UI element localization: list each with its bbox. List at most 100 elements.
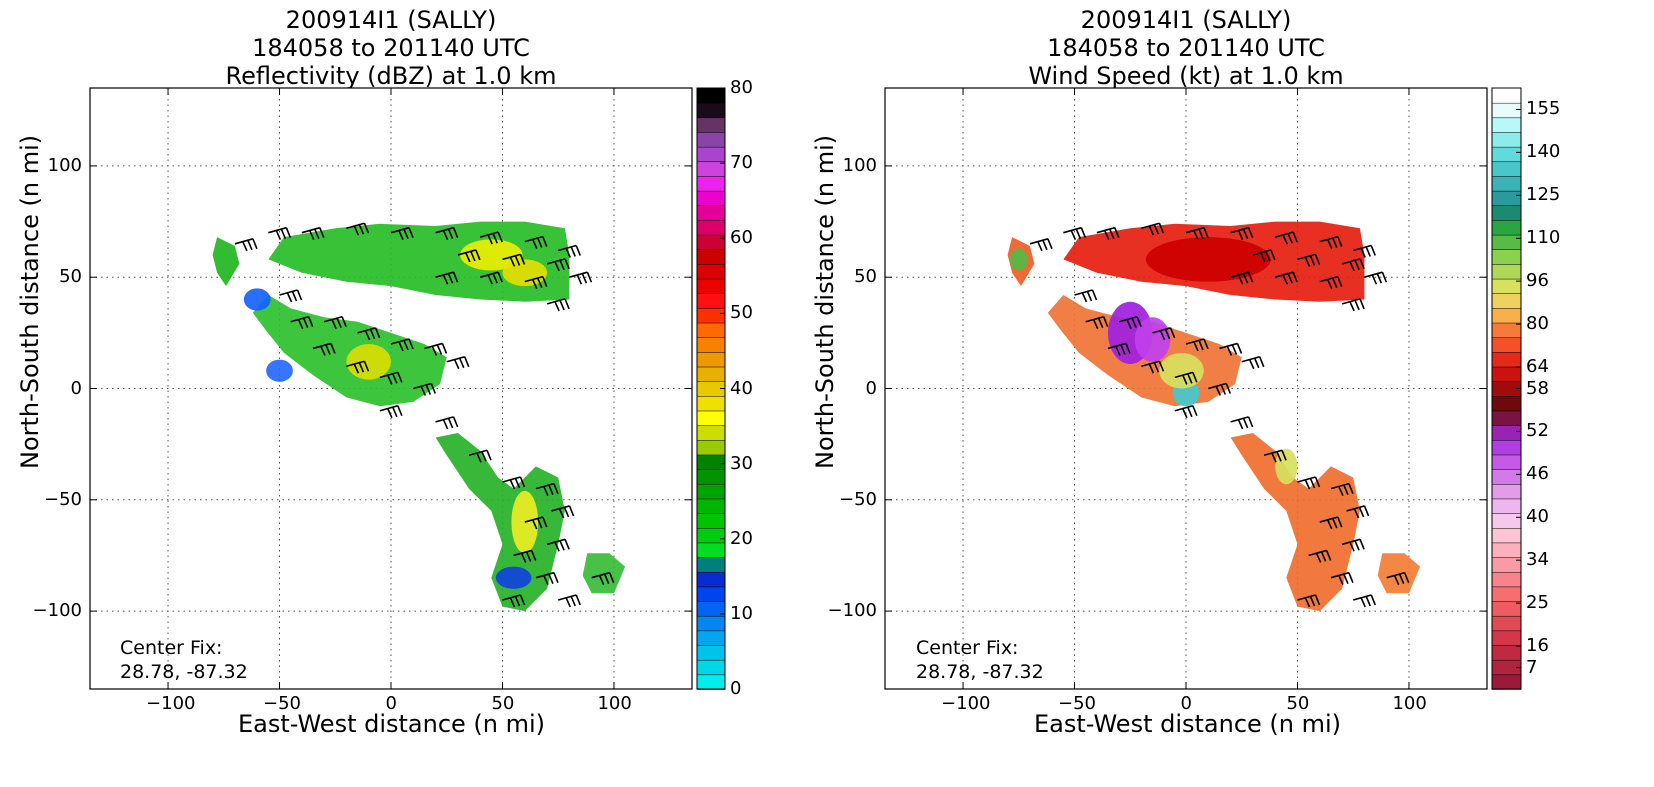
left-colorbar-segment (696, 615, 726, 632)
right-wind-barb (1330, 482, 1354, 496)
right-colorbar-label: 25 (1526, 592, 1549, 614)
left-colorbar-label: 30 (730, 452, 753, 474)
left-wind-barb (413, 382, 437, 396)
right-colorbar-label: 34 (1526, 549, 1549, 571)
right-ytick-label: −50 (839, 488, 877, 510)
right-xlabel: East-West distance (n mi) (1034, 710, 1342, 738)
right-colorbar-segment (1491, 615, 1522, 632)
left-colorbar-label: 10 (730, 602, 753, 624)
right-wind-barb (1085, 315, 1109, 330)
left-wind-barb (346, 360, 370, 374)
left-colorbar-segment (696, 351, 726, 368)
left-wind-barb (591, 571, 615, 586)
right-colorbar-segment (1491, 131, 1522, 148)
right-colorbar-segment (1491, 307, 1522, 324)
left-colorbar-segment (696, 424, 726, 441)
left-colorbar-segment (696, 307, 726, 324)
right-wind-barb (1353, 244, 1376, 258)
left-xtick-label: −100 (146, 693, 196, 714)
right-colorbar-segment (1491, 571, 1522, 588)
left-wind-barb (390, 338, 414, 352)
left-colorbar-segment (696, 527, 726, 544)
right-ytick-label: 50 (854, 266, 877, 288)
right-colorbar-segment (1491, 102, 1522, 119)
left-wind-barb (558, 244, 581, 258)
left-wind-barb (301, 226, 325, 241)
right-xtick-label: −100 (941, 693, 991, 714)
right-wind-barb (1364, 271, 1388, 285)
right-colorbar-segment (1491, 395, 1522, 412)
right-wind-barb (1241, 356, 1265, 370)
right-xtick-label: 100 (1392, 693, 1427, 714)
right-colorbar-segment (1491, 117, 1522, 133)
left-wind-barb (535, 482, 559, 496)
left-wind-barb (435, 416, 459, 430)
left-wind-barb (357, 327, 381, 341)
left-colorbar-segment (696, 410, 726, 426)
left-wind-barb (524, 275, 548, 289)
right-colorbar-label: 52 (1526, 420, 1549, 442)
right-wind-barb (1208, 382, 1232, 396)
left-wind-barb (524, 235, 548, 249)
right-colorbar-label: 140 (1526, 141, 1561, 163)
left-wind-barb (558, 594, 581, 608)
right-title-line2: 184058 to 201140 UTC (1047, 34, 1325, 62)
right-wind-barb (1230, 416, 1254, 430)
left-ytick-label: −50 (44, 488, 82, 510)
left-wind-barb (546, 258, 570, 272)
left-title-line3: Reflectivity (dBZ) at 1.0 km (225, 62, 557, 90)
right-center-fix: Center Fix: 28.78, -87.32 (916, 636, 1044, 684)
right-colorbar-segment (1491, 161, 1522, 177)
right-wind-barb (1185, 226, 1209, 241)
left-wind-barb (234, 238, 258, 252)
left-wind-barb (502, 253, 526, 267)
right-echo-core (1009, 248, 1028, 271)
left-colorbar-segment (696, 263, 726, 280)
right-echo-core (1145, 237, 1271, 282)
left-colorbar-segment (696, 278, 726, 294)
right-wind-barb (1297, 476, 1321, 490)
left-plot-group (89, 87, 726, 690)
left-wind-barb (268, 226, 292, 241)
right-wind-barb (1029, 238, 1053, 252)
right-colorbar-segment (1491, 439, 1522, 456)
left-colorbar-segment (696, 483, 726, 500)
left-colorbar-segment (696, 131, 726, 148)
left-wind-barb (435, 226, 459, 241)
left-colorbar-segment (696, 586, 726, 602)
left-wind-barb (446, 356, 470, 370)
left-center-fix-value: 28.78, -87.32 (120, 661, 248, 683)
left-colorbar-segment (696, 556, 726, 573)
right-colorbar-segment (1491, 175, 1522, 192)
right-colorbar-segment (1491, 556, 1522, 573)
left-colorbar-label: 0 (730, 678, 742, 699)
right-wind-barb (1346, 505, 1370, 519)
right-colorbar-segment (1491, 586, 1522, 602)
right-wind-barb (1319, 235, 1343, 249)
right-colorbar-segment (1491, 351, 1522, 368)
left-colorbar-label: 20 (730, 527, 753, 549)
right-wind-barb (1118, 315, 1142, 330)
left-wind-barb (346, 222, 370, 236)
right-center-fix-label: Center Fix: (916, 637, 1019, 659)
right-panel-title: 200914I1 (SALLY) 184058 to 201140 UTC Wi… (885, 6, 1487, 90)
left-colorbar-segment (696, 205, 726, 221)
right-wind-barb (1174, 404, 1198, 419)
left-wind-barb (569, 271, 593, 285)
right-colorbar-segment (1491, 454, 1522, 470)
right-wind-barb (1297, 253, 1321, 267)
left-echo-core (495, 566, 532, 589)
right-ytick-label: −100 (827, 600, 877, 622)
right-colorbar-segment (1491, 644, 1522, 661)
right-colorbar-segment (1491, 512, 1522, 529)
left-colorbar-segment (696, 219, 726, 236)
left-center-fix: Center Fix: 28.78, -87.32 (120, 636, 248, 684)
right-wind-barb (1252, 249, 1276, 263)
left-ytick-label: −100 (32, 600, 82, 622)
right-colorbar-segment (1491, 483, 1522, 500)
right-colorbar-segment (1491, 468, 1522, 485)
right-colorbar-label: 96 (1526, 270, 1549, 292)
left-wind-barb (424, 342, 448, 356)
left-ytick-label: 0 (70, 377, 82, 399)
